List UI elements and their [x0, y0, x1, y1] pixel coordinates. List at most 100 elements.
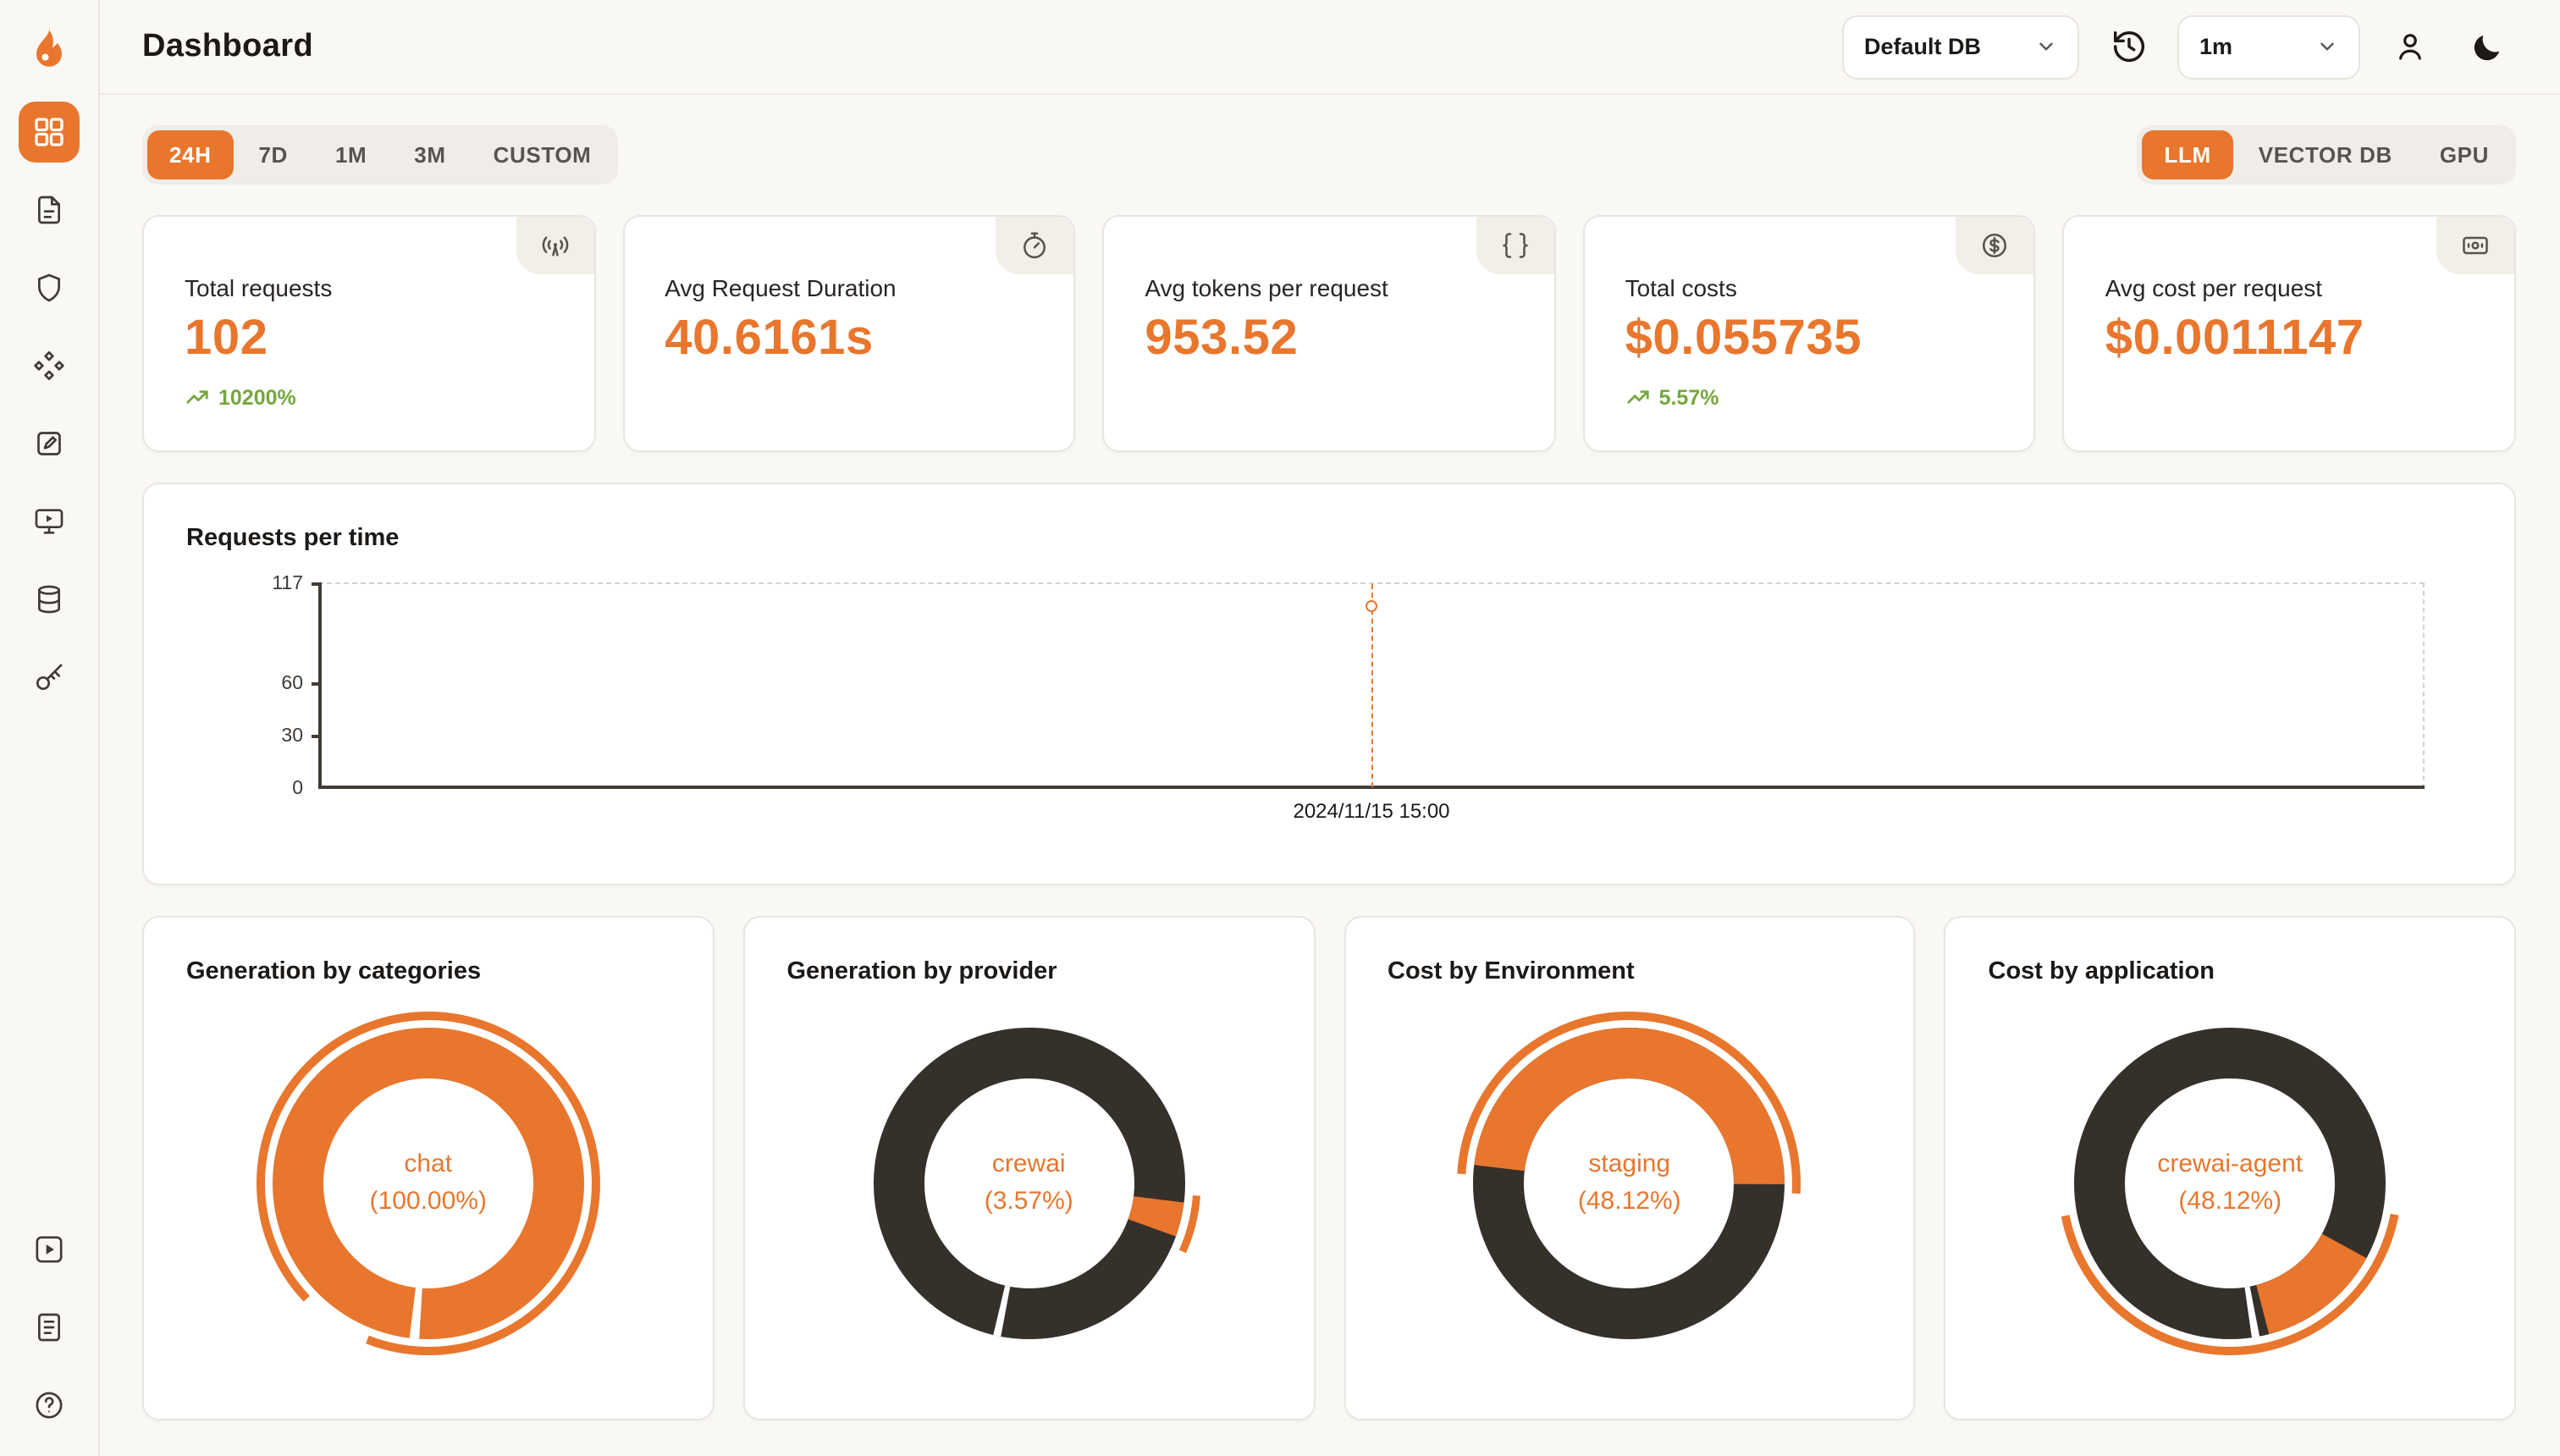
app-logo: [22, 20, 76, 74]
tab-gpu[interactable]: GPU: [2439, 142, 2489, 168]
donut-chart: crewai (3.57%): [854, 1009, 1203, 1358]
stat-delta: 10200%: [185, 384, 553, 410]
sidebar-item-video[interactable]: [19, 1219, 80, 1280]
chevron-down-icon: [2039, 42, 2053, 51]
requests-per-time-card: Requests per time 117 60 30 0 2024/11/15…: [142, 483, 2516, 885]
banknote-icon: [2463, 236, 2488, 255]
pie-chart: [2058, 1012, 2403, 1355]
sidebar-item-evaluations[interactable]: [19, 413, 80, 474]
database-icon: [38, 585, 60, 614]
pie-chart: [256, 1012, 600, 1355]
page-title: Dashboard: [142, 28, 314, 63]
tab-24h[interactable]: 24H: [147, 130, 234, 179]
user-button[interactable]: [2381, 18, 2438, 75]
header: Dashboard Default DB 1m: [100, 0, 2560, 95]
clipboard-edit-icon: [37, 432, 61, 455]
donut-title: Cost by application: [1988, 958, 2215, 985]
donut-chart: crewai-agent (48.12%): [2055, 1009, 2404, 1358]
donut-chart: chat (100.00%): [254, 1009, 603, 1358]
source-tabs: LLM VECTOR DB GPU: [2137, 125, 2516, 185]
donut-label-percent: (48.12%): [2178, 1187, 2282, 1216]
sidebar-item-playground[interactable]: [19, 491, 80, 552]
help-circle-icon: [36, 1392, 63, 1419]
y-axis-line: [318, 582, 322, 789]
y-tick-label: 60: [281, 674, 303, 694]
sidebar-item-databases[interactable]: [19, 569, 80, 630]
donut-title: Generation by provider: [786, 958, 1057, 985]
interval-select-value: 1m: [2199, 34, 2233, 59]
y-tick-mark: [312, 735, 320, 738]
chart-title: Requests per time: [186, 525, 400, 552]
tab-7d[interactable]: 7D: [258, 142, 288, 168]
dashboard-grid-icon: [35, 118, 63, 146]
radio-tower-icon: [541, 236, 568, 256]
sidebar-item-docs[interactable]: [19, 1297, 80, 1358]
stat-card-total-costs: Total costs $0.055735 5.57%: [1582, 215, 2036, 452]
y-tick-mark: [312, 582, 320, 586]
stat-badge: [2436, 217, 2514, 274]
x-axis-line: [318, 786, 2425, 789]
tab-custom[interactable]: CUSTOM: [493, 142, 592, 168]
donut-label-name: crewai: [991, 1150, 1066, 1179]
sidebar-item-dashboard[interactable]: [19, 102, 80, 163]
requests-file-icon: [38, 196, 60, 224]
donut-card-provider: Generation by provider crewai: [742, 916, 1315, 1420]
trending-up-icon: [1626, 390, 1649, 404]
line-chart-plot: 117 60 30 0 2024/11/15 15:00: [272, 574, 2425, 823]
donut-title: Cost by Environment: [1388, 958, 1635, 985]
theme-toggle-button[interactable]: [2458, 18, 2516, 75]
sidebar-item-api-keys[interactable]: [19, 647, 80, 708]
database-select-value: Default DB: [1864, 34, 1982, 59]
stat-value: $0.0011147: [2105, 312, 2364, 366]
history-icon: [2112, 30, 2143, 63]
sidebar-item-prompt-hub[interactable]: [19, 335, 80, 396]
stat-label: Total costs: [1625, 274, 1737, 301]
stat-value: 953.52: [1145, 312, 1299, 366]
tab-llm[interactable]: LLM: [2142, 130, 2233, 179]
donut-label-percent: (48.12%): [1577, 1187, 1681, 1216]
interval-select[interactable]: 1m: [2177, 14, 2360, 79]
tab-vector-db[interactable]: VECTOR DB: [2258, 142, 2392, 168]
stat-delta: 5.57%: [1625, 384, 1994, 410]
marker-line: [1371, 584, 1373, 787]
refresh-history-button[interactable]: [2099, 18, 2157, 75]
stat-value: 40.6161s: [665, 312, 874, 366]
sidebar-footer: [19, 1219, 80, 1436]
document-icon: [38, 1313, 60, 1342]
pie-chart: [857, 1012, 1200, 1355]
diamonds-icon: [34, 351, 64, 380]
header-controls: Default DB 1m: [1842, 14, 2516, 79]
user-icon: [2398, 34, 2420, 60]
tab-3m[interactable]: 3M: [414, 142, 446, 168]
trending-up-icon: [186, 390, 208, 404]
content: 24H 7D 1M 3M CUSTOM LLM VECTOR DB GPU: [100, 95, 2560, 1420]
stat-badge: [516, 217, 594, 274]
donut-title: Generation by categories: [186, 958, 482, 985]
donut-center-label: crewai-agent (48.12%): [2055, 1009, 2404, 1358]
donut-center-label: chat (100.00%): [254, 1009, 603, 1358]
stat-card-avg-duration: Avg Request Duration 40.6161s: [622, 215, 1076, 452]
flame-logo-icon: [36, 25, 62, 67]
sidebar-item-help[interactable]: [19, 1375, 80, 1436]
donut-card-application: Cost by application crewai-agent: [1944, 916, 2516, 1420]
donut-label-percent: (100.00%): [369, 1187, 487, 1216]
tab-1m[interactable]: 1M: [334, 142, 367, 168]
stat-label: Avg Request Duration: [665, 274, 897, 301]
donut-center-label: staging (48.12%): [1455, 1009, 1804, 1358]
sidebar: [0, 0, 100, 1456]
donut-card-categories: Generation by categories chat (100.00%): [142, 916, 714, 1420]
stat-value: 102: [185, 312, 268, 366]
donut-label-name: crewai-agent: [2157, 1150, 2303, 1179]
donut-center-label: crewai (3.57%): [854, 1009, 1203, 1358]
stats-row: Total requests 102 10200% Avg Request Du…: [142, 215, 2516, 452]
donut-label-percent: (3.57%): [984, 1187, 1073, 1216]
donut-label-name: chat: [404, 1150, 453, 1179]
database-select[interactable]: Default DB: [1842, 14, 2079, 79]
shield-icon: [38, 273, 60, 302]
sidebar-item-exceptions[interactable]: [19, 257, 80, 318]
sidebar-item-requests[interactable]: [19, 179, 80, 240]
x-tick-label: 2024/11/15 15:00: [1293, 799, 1450, 823]
moon-icon: [2474, 34, 2500, 60]
pie-chart: [1457, 1012, 1801, 1355]
